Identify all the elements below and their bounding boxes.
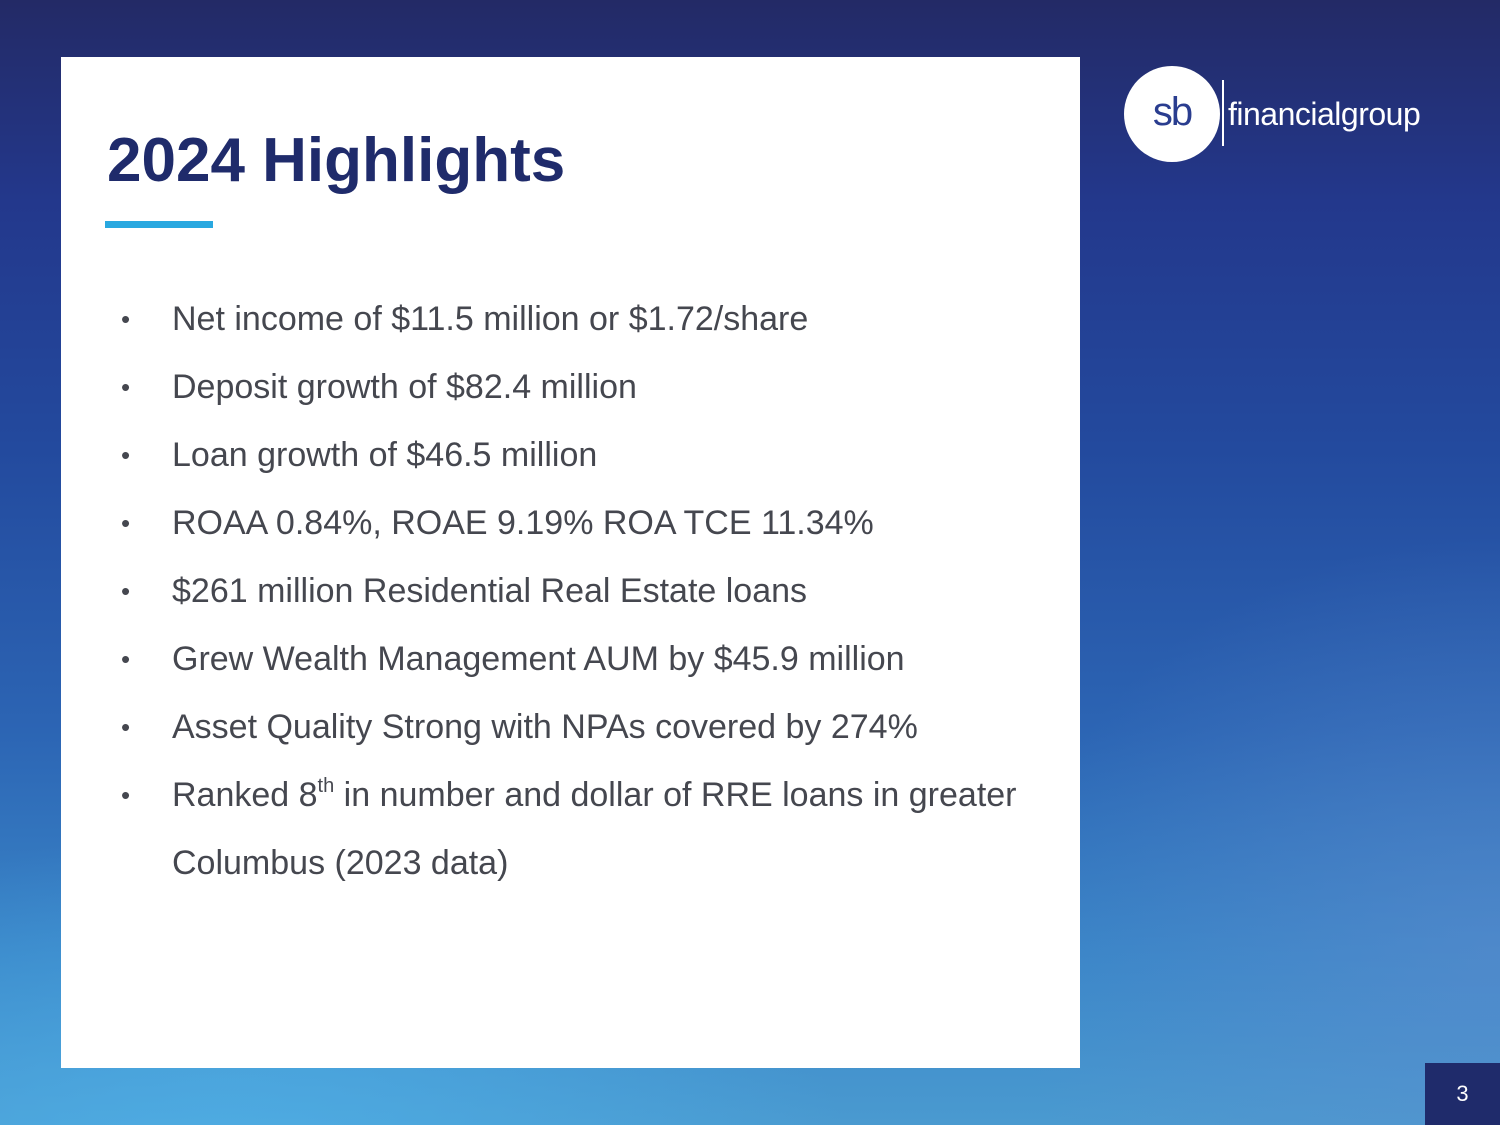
bullet-icon: • xyxy=(121,557,141,625)
list-item: • Net income of $11.5 million or $1.72/s… xyxy=(121,285,1041,353)
logo-monogram: sb xyxy=(1124,88,1220,136)
bullet-text-lead: Ranked 8 xyxy=(172,776,318,814)
bullet-text: ROAA 0.84%, ROAE 9.19% ROA TCE 11.34% xyxy=(172,504,874,542)
logo-wordmark: financialgroup xyxy=(1228,94,1420,134)
highlights-list: • Net income of $11.5 million or $1.72/s… xyxy=(121,285,1041,897)
list-item: • Loan growth of $46.5 million xyxy=(121,421,1041,489)
list-item: • Asset Quality Strong with NPAs covered… xyxy=(121,693,1041,761)
bullet-text: $261 million Residential Real Estate loa… xyxy=(172,572,807,610)
bullet-text: Loan growth of $46.5 million xyxy=(172,436,597,474)
bullet-icon: • xyxy=(121,285,141,353)
bullet-icon: • xyxy=(121,761,141,829)
list-item: • ROAA 0.84%, ROAE 9.19% ROA TCE 11.34% xyxy=(121,489,1041,557)
content-card: 2024 Highlights • Net income of $11.5 mi… xyxy=(61,57,1080,1068)
bullet-icon: • xyxy=(121,489,141,557)
bullet-text: Net income of $11.5 million or $1.72/sha… xyxy=(172,300,808,338)
bullet-icon: • xyxy=(121,353,141,421)
bullet-icon: • xyxy=(121,693,141,761)
page-number-badge: 3 xyxy=(1425,1063,1500,1125)
bullet-icon: • xyxy=(121,625,141,693)
bullet-text: Grew Wealth Management AUM by $45.9 mill… xyxy=(172,640,905,678)
bullet-text: Asset Quality Strong with NPAs covered b… xyxy=(172,708,918,746)
list-item: • Ranked 8th in number and dollar of RRE… xyxy=(121,761,1041,897)
bullet-text: Deposit growth of $82.4 million xyxy=(172,368,637,406)
list-item: • Deposit growth of $82.4 million xyxy=(121,353,1041,421)
list-item: • Grew Wealth Management AUM by $45.9 mi… xyxy=(121,625,1041,693)
company-logo: sb financialgroup xyxy=(1124,66,1424,162)
list-item: • $261 million Residential Real Estate l… xyxy=(121,557,1041,625)
title-underline xyxy=(105,221,213,228)
slide-title: 2024 Highlights xyxy=(107,125,565,197)
page-number: 3 xyxy=(1425,1063,1500,1125)
logo-divider xyxy=(1222,80,1224,146)
bullet-icon: • xyxy=(121,421,141,489)
ordinal-superscript: th xyxy=(318,775,335,797)
logo-circle: sb xyxy=(1124,66,1220,162)
